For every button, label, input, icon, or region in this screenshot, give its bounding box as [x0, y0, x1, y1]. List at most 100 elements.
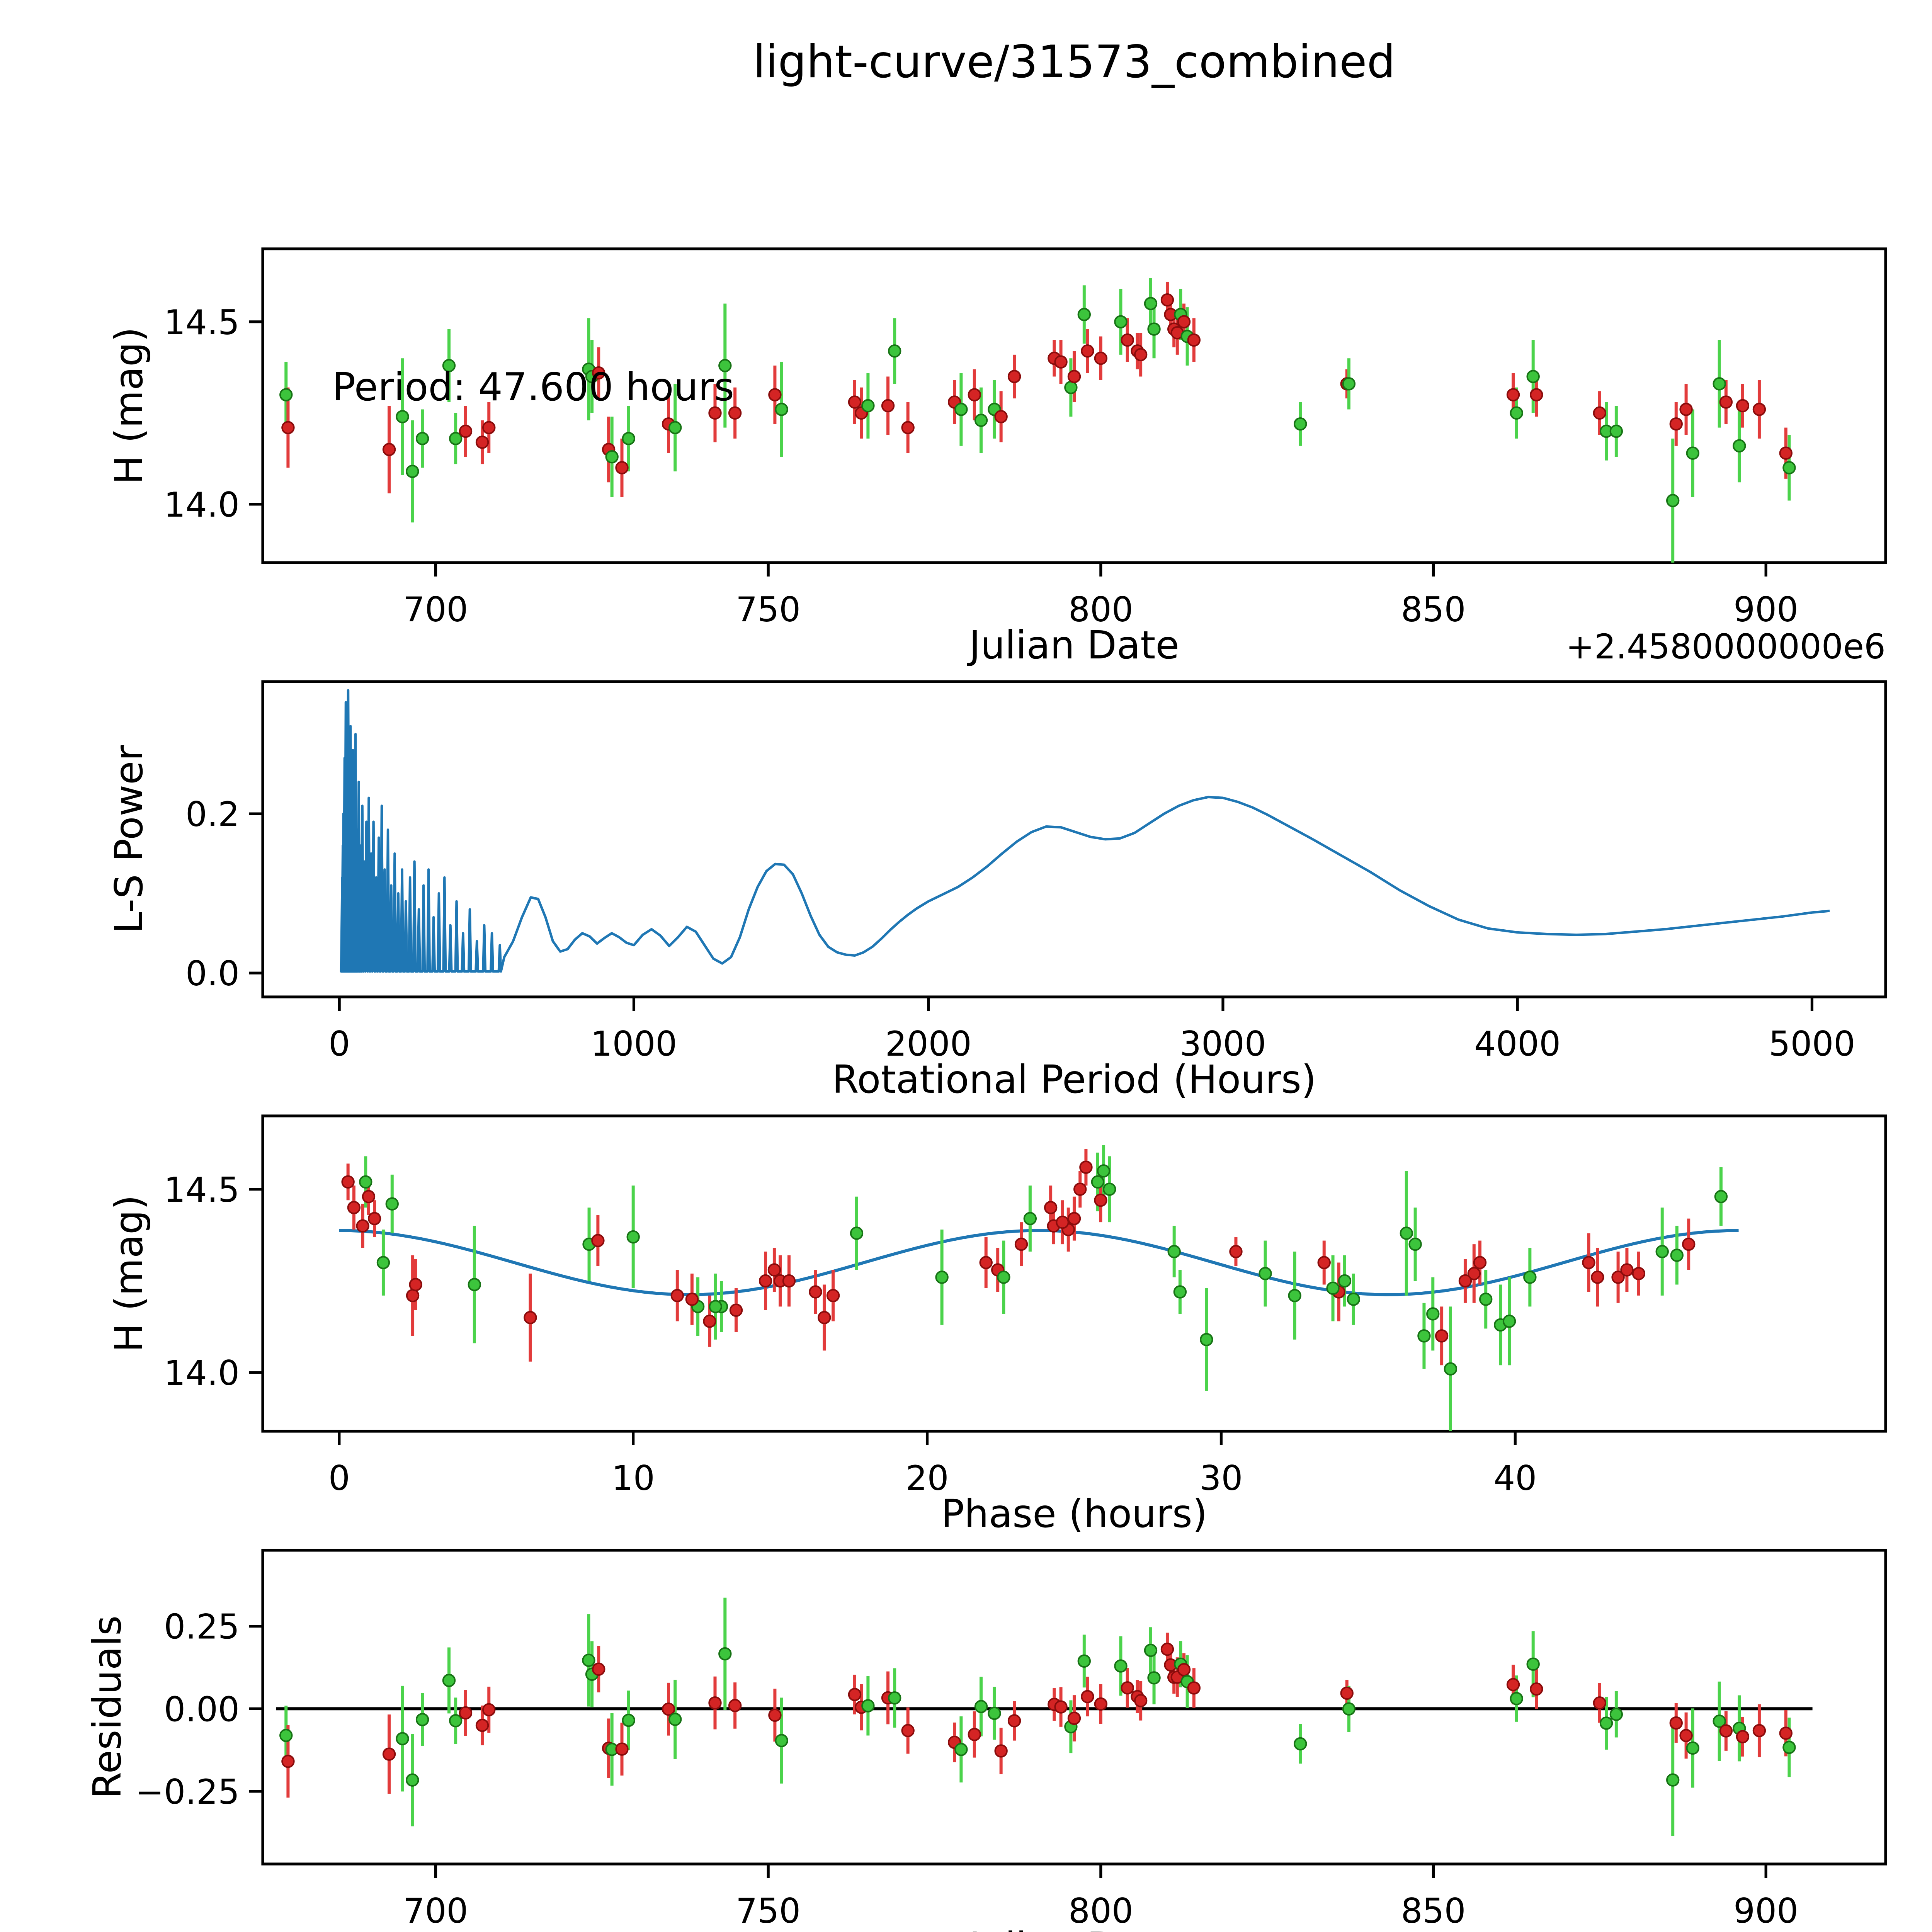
data-point [1719, 1724, 1733, 1738]
axes-box [261, 680, 1887, 998]
data-point [979, 1256, 993, 1269]
data-point [409, 1278, 422, 1291]
y-tick-label: 14.5 [164, 303, 240, 342]
panel-residuals: 700 750 800 850 900 −0.25 0.00 0.25 [135, 1549, 1887, 1931]
data-point [1094, 352, 1108, 365]
data-point [1620, 1263, 1634, 1277]
data-point [1338, 1274, 1352, 1288]
data-point [1144, 1643, 1158, 1657]
data-point [1340, 1686, 1354, 1700]
data-point [1686, 1741, 1700, 1755]
data-point [1609, 1708, 1623, 1721]
data-point [1114, 1659, 1128, 1673]
data-point [1054, 355, 1068, 369]
data-point [670, 1289, 684, 1303]
data-point [1679, 403, 1693, 416]
data-point [396, 410, 409, 423]
x-tick-label: 2000 [885, 1024, 972, 1064]
data-point [1067, 1711, 1081, 1725]
data-point [475, 435, 489, 449]
x-tick-label: 750 [736, 1891, 801, 1931]
data-point [468, 1278, 481, 1291]
x-tick-label: 10 [612, 1458, 655, 1498]
data-point [888, 344, 901, 358]
data-point [622, 432, 635, 446]
data-point [1632, 1267, 1646, 1281]
data-point [1147, 322, 1161, 336]
ylabel-phase: H (mag) [106, 1195, 151, 1352]
data-point [1435, 1329, 1449, 1343]
data-point [1779, 446, 1793, 460]
data-point [708, 1696, 722, 1710]
ylabel-lightcurve: H (mag) [106, 327, 151, 484]
data-point [1288, 1289, 1301, 1303]
data-point [1187, 333, 1201, 347]
data-point [1713, 377, 1726, 391]
data-point [1342, 1702, 1356, 1716]
data-point [415, 432, 429, 446]
data-point [1121, 333, 1134, 347]
data-point [994, 1744, 1008, 1758]
data-point [1014, 1237, 1028, 1251]
data-point [1611, 1270, 1625, 1284]
data-point [968, 388, 981, 401]
data-point [1523, 1270, 1537, 1284]
data-point [775, 403, 788, 416]
data-point [901, 421, 915, 434]
data-point [1091, 1175, 1105, 1189]
data-point [347, 1201, 361, 1214]
data-point [592, 366, 605, 380]
data-point [1187, 1681, 1201, 1695]
data-point [382, 1747, 396, 1761]
data-point [1417, 1329, 1431, 1343]
data-point [1502, 1315, 1516, 1328]
data-point [1044, 1201, 1058, 1214]
data-point [1593, 406, 1607, 420]
data-point [1458, 1274, 1472, 1288]
data-point [1669, 417, 1683, 431]
data-point [1144, 297, 1158, 310]
data-point [1779, 1726, 1793, 1740]
data-point [997, 1270, 1010, 1284]
x-tick-label: 850 [1401, 1891, 1466, 1931]
data-point [1160, 1643, 1174, 1656]
data-point [954, 403, 968, 416]
data-point [1259, 1267, 1272, 1281]
data-point [1782, 461, 1796, 474]
data-point [668, 1713, 682, 1726]
axes-box [261, 1549, 1887, 1866]
axes-box [261, 247, 1887, 564]
data-point [1114, 315, 1128, 329]
data-point [668, 421, 682, 434]
data-point [968, 1728, 981, 1741]
data-point [415, 1713, 429, 1726]
data-point [708, 406, 722, 420]
x-tick-label: 3000 [1180, 1024, 1266, 1064]
ylabel-periodogram: L-S Power [106, 745, 151, 934]
data-point [626, 1230, 640, 1244]
data-point [1400, 1226, 1413, 1240]
data-point [775, 1734, 788, 1747]
data-point [1064, 381, 1078, 394]
data-point [1733, 439, 1746, 453]
data-point [459, 424, 473, 438]
data-point [709, 1300, 722, 1313]
data-point [1077, 308, 1091, 321]
data-point [1408, 1237, 1422, 1251]
ylabel-residuals: Residuals [85, 1616, 130, 1799]
data-point [1506, 388, 1520, 401]
y-tick-label: 14.5 [164, 1170, 240, 1210]
data-point [861, 399, 875, 413]
x-tick-label: 850 [1401, 590, 1466, 629]
data-point [1177, 315, 1191, 329]
data-point [1147, 1671, 1161, 1685]
data-point [605, 450, 619, 464]
data-point [1294, 1737, 1307, 1751]
data-point [1023, 1212, 1037, 1225]
x-tick-label: 30 [1199, 1458, 1243, 1498]
data-point [281, 421, 295, 434]
data-point [1426, 1307, 1440, 1321]
data-point [768, 1708, 782, 1722]
x-tick-label: 700 [403, 1891, 468, 1931]
data-point [1134, 1694, 1148, 1708]
